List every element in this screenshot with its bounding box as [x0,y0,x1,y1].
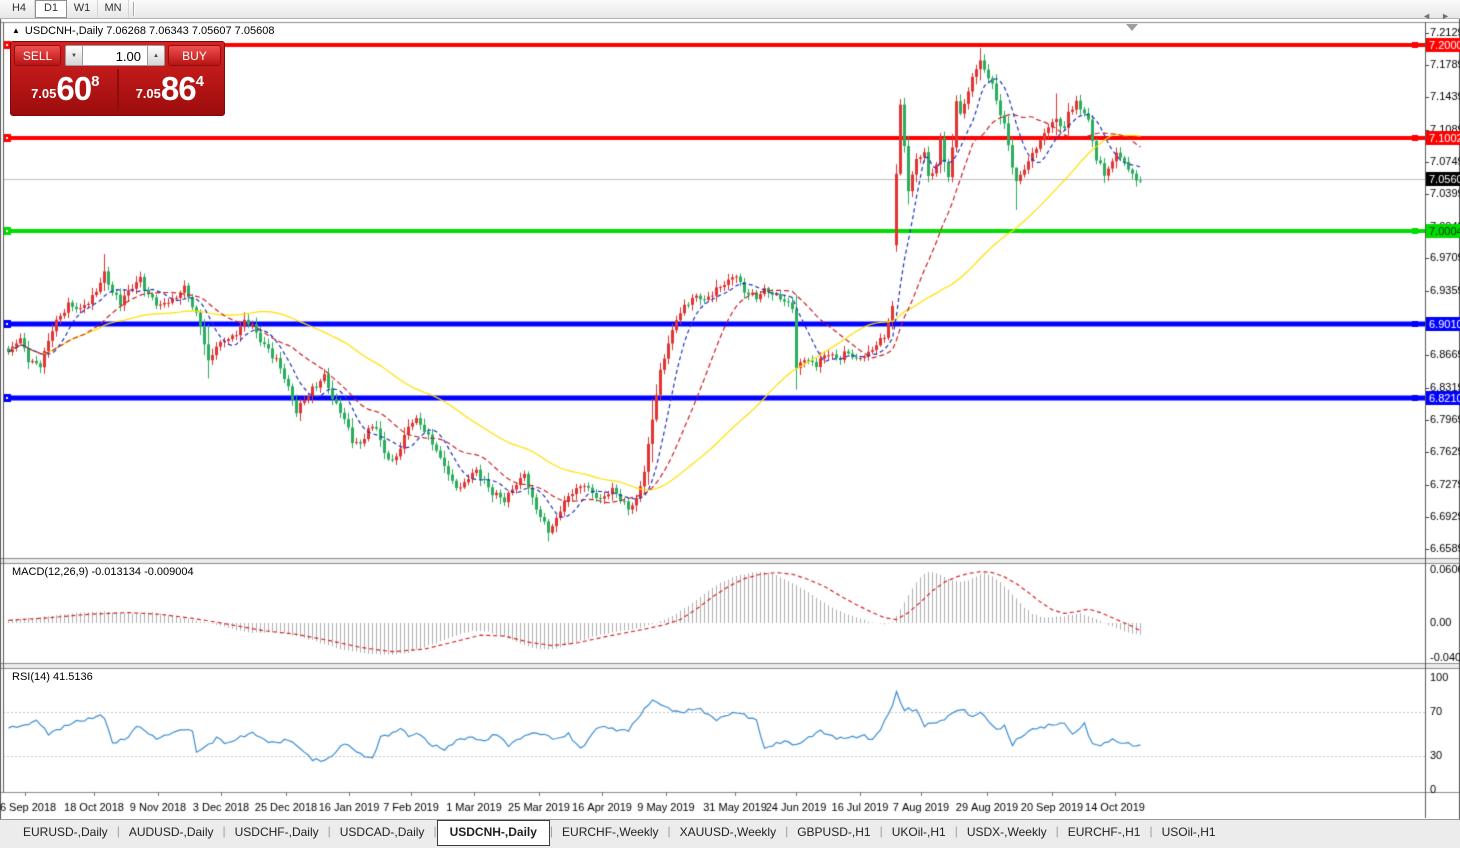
scroll-to-end-icon[interactable] [1126,24,1138,31]
chart-tab[interactable]: USDCNH-,Daily [436,820,550,846]
tab-separator: | [549,824,554,838]
chart-tab[interactable]: EURCHF-,Weekly [562,825,659,839]
tab-separator: | [1149,824,1153,838]
tab-separator: | [433,824,437,838]
timeframe-toolbar: H4 D1 W1 MN [0,0,1460,19]
buy-price-display[interactable]: 7.05864 [119,69,222,111]
chart-tab[interactable]: UKOil-,H1 [891,825,946,839]
chart-tab[interactable]: EURCHF-,H1 [1067,825,1141,839]
timeframe-button[interactable]: MN [98,0,129,18]
tab-separator: | [785,824,789,838]
chart-tab-bar: EURUSD-,Daily | AUDUSD-,Daily | USDCHF-,Dail… [0,819,1460,848]
tab-separator: | [1055,824,1059,838]
volume-increase-button[interactable]: ▲ [147,45,165,66]
chart-collapse-icon[interactable]: ▲ [12,26,20,35]
tab-separator: | [327,824,331,838]
chart-tab[interactable]: USOil-,H1 [1161,825,1216,839]
chart-tab[interactable]: EURUSD-,Daily [23,825,108,839]
macd-indicator-label: MACD(12,26,9) -0.013134 -0.009004 [12,566,194,578]
sell-price-base: 7.05 [31,86,57,101]
volume-input[interactable]: 1.00 [83,45,147,66]
chart-tab[interactable]: USDX-,Weekly [966,825,1047,839]
chart-ohlc-values: 7.06268 7.06343 7.05607 7.05608 [106,25,275,37]
tab-scroll-arrows: ◄ ► [1412,11,1450,21]
sell-price-point: 8 [91,73,100,90]
buy-price-pips: 86 [160,70,197,107]
one-click-trading-panel: SELL ▼ 1.00 ▲ BUY 7.05608 7.05864 [10,41,225,116]
tab-scroll-left-icon[interactable]: ◄ [1422,11,1432,21]
buy-price-base: 7.05 [135,86,161,101]
chart-title: ▲ USDCNH-,Daily 7.06268 7.06343 7.05607 7… [12,25,274,37]
chart-tab[interactable]: AUDUSD-,Daily [128,825,214,839]
toolbar-divider [133,2,135,16]
tab-separator: | [222,824,226,838]
chart-tab[interactable]: USDCHF-,Daily [234,825,319,839]
chart-tab[interactable]: GBPUSD-,H1 [797,825,871,839]
tab-separator: | [879,824,883,838]
buy-price-point: 4 [195,73,204,90]
tab-separator: | [667,824,671,838]
tab-scroll-right-icon[interactable]: ► [1441,11,1450,21]
chart-tab[interactable]: USDCAD-,Daily [339,825,425,839]
arrow-up-icon: ▲ [153,53,159,59]
arrow-down-icon: ▼ [71,53,77,59]
volume-decrease-button[interactable]: ▼ [65,45,83,66]
sell-price-pips: 60 [56,70,92,107]
timeframe-button[interactable]: W1 [67,0,98,18]
chart-symbol-label: USDCNH-,Daily [24,25,104,37]
chart-tab[interactable]: XAUUSD-,Weekly [679,825,777,839]
rsi-indicator-label: RSI(14) 41.5136 [12,671,93,683]
buy-button[interactable]: BUY [168,45,221,66]
sell-price-display[interactable]: 7.05608 [14,69,119,111]
tab-separator: | [954,824,958,838]
sell-button[interactable]: SELL [14,45,61,66]
tab-separator: | [116,824,120,838]
timeframe-button[interactable]: D1 [35,0,67,18]
timeframe-button[interactable]: H4 [4,0,35,18]
